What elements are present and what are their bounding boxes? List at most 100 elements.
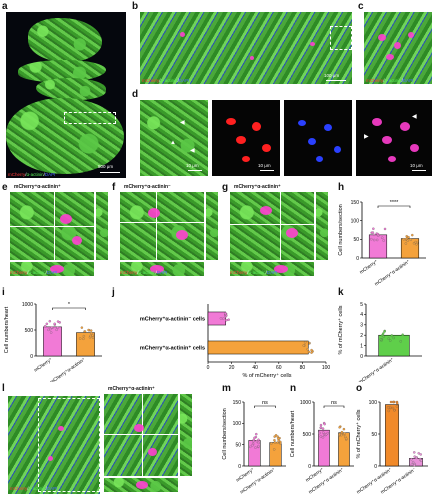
panel-letter-n: n [290,383,297,394]
data-point [343,435,347,439]
x-tick-label: 20 [229,365,235,371]
y-tick-label: 500 [303,432,312,438]
data-point [406,239,409,242]
bar [43,326,62,357]
panel-letter-o: o [356,383,363,394]
panel-letter-m: m [222,383,231,394]
data-point [381,332,385,335]
data-point [375,238,379,242]
mcherry-signal [226,118,236,125]
chart-h: 0 50 100 150 Cell numbers/section mCherry⁺mCh… [338,200,426,286]
panel-f-xz-view [120,262,204,276]
data-point [253,436,256,440]
data-point [321,427,325,430]
y-axis-label: % of mCherry⁺ cells [355,409,362,458]
panel-b-channel-legend: mCherry/α-actinin/DAPI [142,78,190,83]
x-tick-label: mCherry⁺α-actinin⁺ [239,466,277,495]
x-tick-label: 80 [300,365,306,371]
bar [269,442,282,467]
y-tick-label: 100 [351,218,360,224]
crosshair-vertical [156,192,157,260]
significance-label: **** [390,200,399,206]
panel-letter-f: f [112,182,116,193]
chart-k: 0 1 2 3 4 5 % of mCherry⁺ cells mCherry⁺α-actin… [337,302,422,382]
atria-mid-tissue [18,60,106,82]
overlay-cell [382,136,392,144]
mcherry-cell [58,426,64,431]
data-point [222,317,225,320]
mcherry-cell [48,456,53,461]
data-point [407,235,410,239]
data-point [387,409,390,413]
y-tick-label: 150 [233,400,242,406]
data-point [322,431,325,434]
data-point [388,405,392,409]
y-axis-label: Cell numbers/section [338,204,344,255]
y-tick-label: 4 [360,312,363,318]
data-point [303,341,307,344]
bar [378,334,410,357]
significance-bracket [254,405,276,408]
crosshair-horizontal [120,222,204,223]
significance-label: ns [331,400,337,406]
data-point [80,326,84,329]
significance-bracket [52,307,86,310]
mcherry-cell [50,265,64,273]
panel-d4-scale-bar [412,170,426,172]
data-point [410,463,414,466]
data-point [382,239,385,242]
data-point [319,423,323,427]
atria-lower-tissue [36,78,106,100]
data-point [276,435,279,438]
panel-a-scale-bar [100,172,120,174]
data-point [391,406,395,410]
data-point [319,435,323,438]
atria-top-tissue [28,18,102,62]
data-point [56,326,59,329]
zoom-box-c [330,26,352,50]
bar [318,429,330,467]
data-point [372,233,376,237]
y-axis-label: Cell numbers/heart [290,410,296,457]
panel-f-title: mCherry⁺α-actinin⁻ [124,184,171,190]
x-tick-label: 0 [207,365,210,371]
significance-bracket [377,205,411,208]
y-tick-label: 50 [371,432,377,438]
panel-c-channel-legend: mCherry/α-actinin/DAPI [366,78,414,83]
data-point [371,231,375,234]
y-tick-label: 5 [360,302,363,308]
data-point [388,339,392,342]
panel-letter-g: g [222,182,229,193]
mcherry-cell [386,54,394,60]
data-point [82,337,85,340]
panel-f-image [120,192,204,260]
data-point [90,331,93,335]
data-point [225,318,228,322]
mcherry-cell [394,42,401,49]
data-point [310,351,313,354]
crosshair-horizontal [104,434,178,435]
data-point [370,237,373,241]
zoom-box-b [64,112,116,124]
panel-g-xz-view [230,262,314,276]
y-tick-label: 500 [25,328,34,334]
dapi-nucleus [298,120,306,126]
data-point [306,348,309,351]
panel-letter-d: d [132,89,139,100]
bar [207,311,226,326]
data-point [419,453,422,456]
y-tick-label: 150 [351,200,360,206]
panel-letter-k: k [338,287,344,298]
crosshair-vertical [54,192,55,260]
data-point [395,401,399,405]
mcherry-cell [72,236,82,245]
panel-l-xz-view [104,478,178,492]
significance-bracket [323,405,345,408]
chart-i: 0 500 1000 Cell numbers/heart mCherry⁺mCherr… [4,302,102,382]
data-point [82,334,86,338]
overlay-cell [400,122,410,131]
data-point [389,400,393,404]
data-point [255,439,259,443]
panel-letter-e: e [2,182,8,193]
x-axis-label: % of mCherry⁺ cells [242,372,291,379]
